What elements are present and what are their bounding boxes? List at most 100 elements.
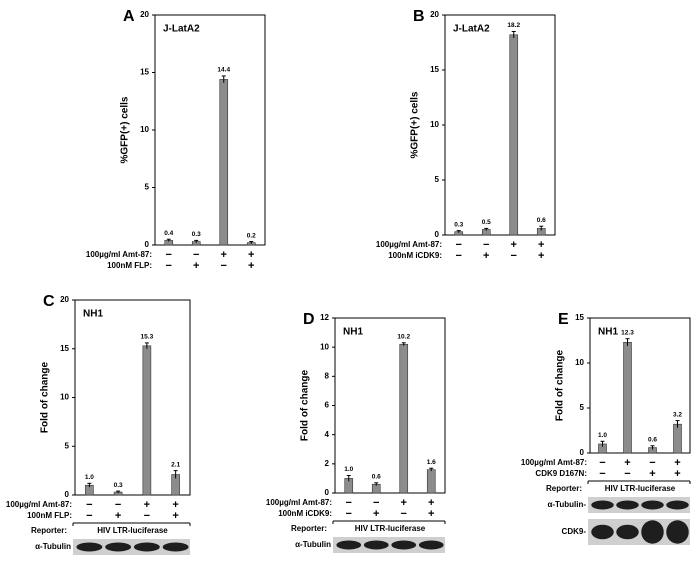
panel-letter: E [558, 311, 569, 328]
reporter-text: HIV LTR-luciferase [355, 524, 426, 533]
condition-sign: + [401, 497, 407, 509]
value-label: 3.2 [673, 411, 682, 418]
value-label: 0.3 [114, 482, 123, 489]
y-tick-label: 5 [65, 441, 70, 450]
plot-frame [589, 317, 691, 454]
condition-sign: + [538, 250, 544, 262]
y-tick-label: 15 [60, 344, 69, 353]
y-tick-label: 5 [580, 403, 585, 412]
reporter-text: HIV LTR-luciferase [605, 484, 676, 493]
panel-letter: D [303, 311, 315, 328]
condition-label: 100µg/ml Amt-87: [521, 458, 587, 467]
blot-band [666, 500, 689, 510]
blot-band [641, 500, 664, 510]
condition-sign: − [86, 510, 92, 522]
value-label: 0.4 [164, 230, 173, 237]
condition-label: 100nM iCDK9: [278, 509, 332, 518]
blot-band [616, 524, 639, 540]
bar [623, 341, 632, 454]
condition-sign: + [144, 499, 150, 511]
blot-band [336, 540, 362, 550]
y-tick-label: 15 [575, 313, 584, 322]
value-label: 0.5 [482, 219, 491, 226]
blot-band [105, 542, 132, 552]
y-axis-label: Fold of change [555, 350, 566, 422]
condition-sign: − [511, 250, 517, 262]
cell-line: NH1 [343, 327, 363, 338]
blot-band [616, 500, 639, 510]
reporter-label: Reporter: [546, 484, 582, 493]
value-label: 1.0 [85, 474, 94, 481]
reporter-text: HIV LTR-luciferase [97, 526, 168, 535]
condition-sign: − [144, 510, 150, 522]
condition-sign: − [221, 260, 227, 272]
bar [142, 345, 152, 496]
blot-label: α-Tubulin- [547, 500, 586, 509]
panel-letter: C [43, 293, 55, 310]
value-label: 1.0 [344, 466, 353, 473]
y-axis-label: %GFP(+) cells [120, 96, 131, 163]
condition-label: 100nM iCDK9: [388, 251, 442, 260]
bar [509, 34, 519, 236]
blot [73, 539, 190, 555]
condition-sign: − [346, 497, 352, 509]
blot-band [591, 500, 614, 510]
value-label: 0.6 [537, 217, 546, 224]
condition-sign: − [346, 508, 352, 520]
blot-label: α-Tubulin [295, 540, 331, 549]
condition-sign: − [401, 508, 407, 520]
value-label: 0.3 [454, 221, 463, 228]
y-tick-label: 20 [60, 295, 69, 304]
bar [399, 343, 409, 494]
blot-label: CDK9- [562, 527, 587, 536]
blot-band [418, 540, 444, 550]
value-label: 0.6 [648, 437, 657, 444]
blot-band [76, 542, 103, 552]
blot [588, 497, 690, 513]
condition-sign: + [428, 497, 434, 509]
cell-line: NH1 [598, 327, 618, 338]
value-label: 18.2 [507, 22, 520, 29]
value-label: 0.6 [372, 474, 381, 481]
condition-label: CDK9 D167N: [535, 469, 587, 478]
panel-letter: B [413, 8, 425, 25]
cell-line: J-LatA2 [453, 24, 490, 35]
y-tick-label: 12 [320, 313, 329, 322]
y-tick-label: 4 [325, 430, 330, 439]
condition-sign: − [373, 497, 379, 509]
condition-sign: + [115, 510, 121, 522]
cell-line: NH1 [83, 309, 103, 320]
blot-band [162, 542, 189, 552]
condition-sign: − [86, 499, 92, 511]
y-tick-label: 8 [325, 371, 330, 380]
condition-label: 100µg/ml Amt-87: [376, 240, 442, 249]
blot-band [133, 542, 160, 552]
y-axis-label: Fold of change [40, 362, 51, 434]
y-tick-label: 0 [65, 490, 70, 499]
condition-label: 100µg/ml Amt-87: [86, 250, 152, 259]
y-tick-label: 15 [140, 68, 149, 77]
y-tick-label: 10 [60, 393, 69, 402]
condition-sign: + [538, 239, 544, 251]
condition-sign: − [599, 457, 605, 469]
y-tick-label: 10 [575, 358, 584, 367]
condition-label: 100nM FLP: [27, 511, 72, 520]
plot-frame [154, 14, 266, 246]
y-axis-label: %GFP(+) cells [410, 91, 421, 158]
condition-sign: + [624, 457, 630, 469]
plot-frame [444, 14, 556, 236]
value-label: 0.3 [192, 231, 201, 238]
condition-sign: − [166, 249, 172, 261]
blot-label: α-Tubulin [35, 542, 71, 551]
condition-sign: − [456, 250, 462, 262]
condition-sign: + [649, 468, 655, 480]
condition-sign: + [248, 249, 254, 261]
blot-band [591, 524, 614, 540]
blot-band [666, 520, 689, 544]
condition-sign: + [674, 468, 680, 480]
y-tick-label: 5 [435, 175, 440, 184]
condition-sign: + [373, 508, 379, 520]
bar [426, 469, 436, 494]
condition-sign: + [172, 510, 178, 522]
